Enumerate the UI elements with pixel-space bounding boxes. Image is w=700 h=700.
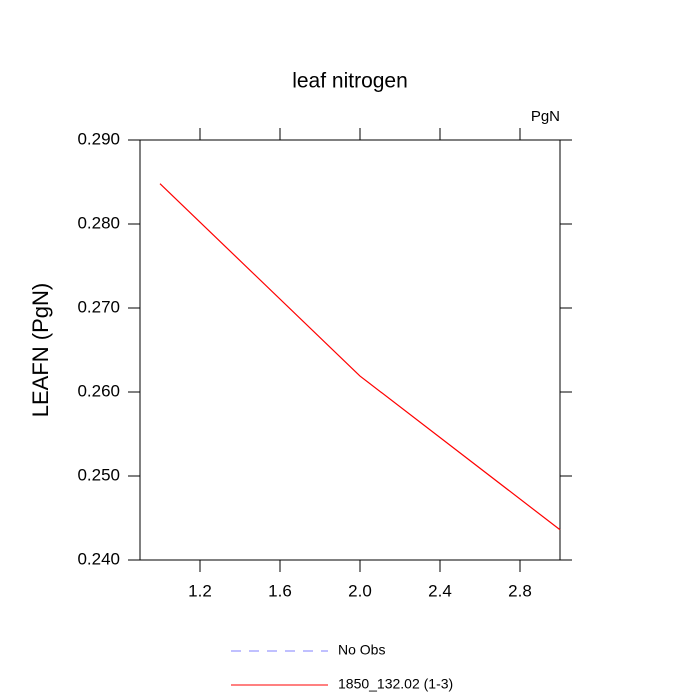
y-tick-label: 0.290	[77, 129, 120, 148]
legend-label: No Obs	[338, 642, 385, 658]
y-tick-label: 0.270	[77, 297, 120, 316]
chart-title: leaf nitrogen	[292, 70, 408, 93]
legend-label: 1850_132.02 (1-3)	[338, 676, 453, 692]
x-tick-label: 2.4	[428, 581, 452, 600]
plot-frame	[139, 139, 561, 561]
x-tick-label: 2.8	[508, 581, 532, 600]
x-tick-label: 1.2	[188, 581, 212, 600]
y-tick-label: 0.280	[77, 213, 120, 232]
y-tick-label: 0.250	[77, 465, 120, 484]
y-axis-label: LEAFN (PgN)	[28, 283, 53, 417]
x-tick-label: 2.0	[348, 581, 372, 600]
data-line	[159, 183, 561, 531]
x-tick-label: 1.6	[268, 581, 292, 600]
units-label: PgN	[531, 108, 560, 125]
y-tick-label: 0.240	[77, 549, 120, 568]
y-tick-label: 0.260	[77, 381, 120, 400]
